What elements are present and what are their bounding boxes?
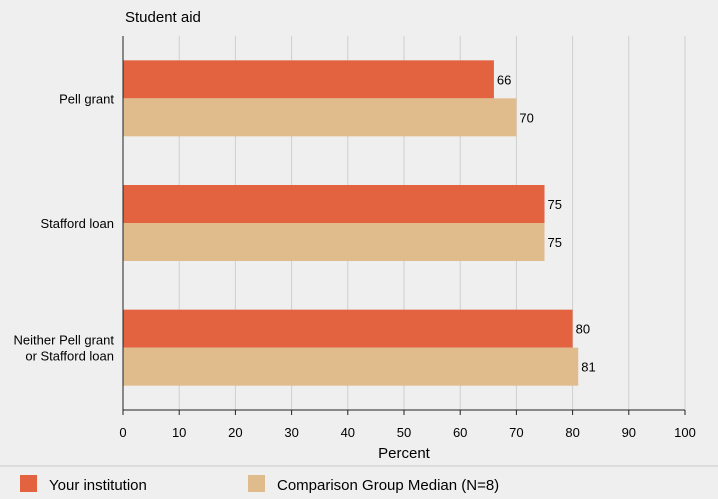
category-label-line: Neither Pell grant — [14, 333, 115, 348]
data-label-your-institution: 66 — [497, 72, 511, 87]
chart-title: Student aid — [125, 9, 201, 26]
bar-comparison-median — [123, 223, 545, 261]
legend-swatch — [248, 475, 265, 492]
bar-your-institution — [123, 185, 545, 223]
x-tick-label: 60 — [453, 425, 467, 440]
bar-comparison-median — [123, 98, 517, 137]
x-tick-label: 0 — [119, 425, 126, 440]
category-label: Neither Pell grant or Stafford loan — [14, 333, 115, 364]
data-label-comparison-median: 70 — [519, 110, 533, 125]
category-label: Stafford loan — [41, 216, 114, 231]
bar-your-institution — [123, 309, 573, 348]
category-label-line: Stafford loan — [41, 216, 114, 231]
x-tick-label: 30 — [284, 425, 298, 440]
x-tick-label: 40 — [341, 425, 355, 440]
category-label-line: Pell grant — [59, 91, 114, 106]
data-label-comparison-median: 81 — [581, 360, 595, 375]
legend-swatch — [20, 475, 37, 492]
x-tick-label: 20 — [228, 425, 242, 440]
legend-label: Comparison Group Median (N=8) — [277, 477, 499, 494]
bar-comparison-median — [123, 347, 579, 386]
x-tick-label: 50 — [397, 425, 411, 440]
legend-label: Your institution — [49, 477, 147, 494]
x-tick-label: 80 — [565, 425, 579, 440]
data-label-your-institution: 80 — [576, 322, 590, 337]
x-tick-label: 10 — [172, 425, 186, 440]
category-label-line: or Stafford loan — [25, 349, 114, 364]
x-tick-label: 70 — [509, 425, 523, 440]
x-axis-title: Percent — [378, 445, 431, 462]
x-tick-label: 100 — [674, 425, 696, 440]
bar-your-institution — [123, 60, 494, 99]
category-label: Pell grant — [59, 91, 114, 106]
data-label-your-institution: 75 — [548, 197, 562, 212]
data-label-comparison-median: 75 — [548, 235, 562, 250]
x-tick-label: 90 — [622, 425, 636, 440]
